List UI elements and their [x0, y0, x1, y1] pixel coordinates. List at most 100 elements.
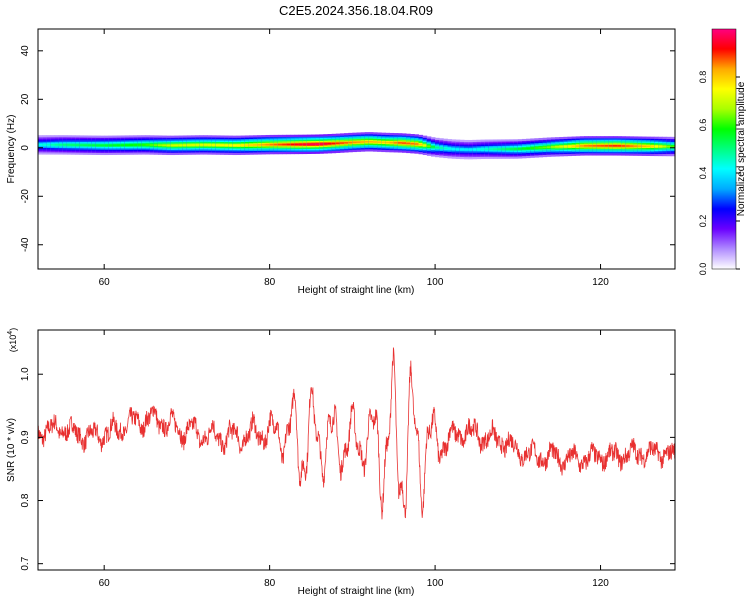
spectrogram-cell — [153, 144, 159, 146]
spectrogram-cell — [579, 145, 585, 147]
spectrogram-cell — [650, 145, 655, 148]
spectrogram-cell — [75, 144, 80, 146]
snr-y-ticks: 0.7 0.8 0.9 1.0 — [20, 367, 675, 571]
x-tick-label: 100 — [427, 277, 444, 288]
spectrogram-cell — [145, 144, 151, 146]
spectrogram-cell — [46, 144, 51, 146]
spectrogram-cell — [228, 144, 233, 147]
spectrogram-cell — [571, 145, 577, 148]
spectrogram-cell — [157, 144, 163, 147]
y-tick-label: 0.9 — [20, 430, 31, 444]
spectrogram-cell — [261, 143, 266, 146]
spectrogram-cell — [608, 145, 614, 147]
spectrogram-cell — [530, 147, 535, 149]
chart-title: C2E5.2024.356.18.04.R09 — [279, 3, 433, 18]
spectrogram-cell — [162, 144, 167, 147]
spectrogram-x-label: Height of straight line (km) — [298, 285, 415, 296]
spectrogram-cell — [91, 144, 97, 147]
spectrogram-cell — [633, 145, 639, 147]
spectrogram-cell — [534, 147, 539, 149]
spectrogram-cell — [414, 143, 419, 145]
spectrogram-cell — [352, 141, 357, 144]
spectrogram-cell — [224, 144, 229, 147]
spectrogram-y-label: Frequency (Hz) — [6, 115, 17, 184]
spectrogram-cell — [435, 146, 440, 149]
y-tick-label: 0 — [20, 145, 31, 151]
y-tick-label: 0.8 — [20, 493, 31, 507]
spectrogram-cell — [658, 145, 663, 148]
snr-panel: 60 80 100 120 0.7 0.8 0.9 1.0 Height of straig… — [6, 328, 676, 597]
spectrogram-cell — [584, 145, 589, 147]
spectrogram-cell — [112, 144, 117, 147]
spectrogram-cell — [356, 141, 362, 144]
spectrogram-cell — [468, 148, 473, 151]
spectrogram-cell — [377, 141, 382, 144]
spectrogram-cell — [79, 144, 84, 146]
spectrogram-cell — [277, 143, 283, 146]
spectrogram-cell — [484, 148, 490, 151]
colorbar-gradient — [711, 28, 737, 270]
spectrogram-cell — [62, 144, 68, 146]
spectrogram-cell — [455, 148, 461, 151]
spectrogram-cell — [199, 144, 204, 146]
spectrogram-cell — [497, 148, 502, 150]
spectrogram-cell — [120, 144, 126, 146]
colorbar-tick-label: 0.8 — [698, 71, 708, 84]
spectrogram-cell — [104, 144, 109, 147]
spectrogram-cell — [509, 148, 515, 150]
spectrogram-cell — [368, 140, 374, 143]
spectrogram-cell — [621, 145, 626, 147]
spectrogram-cell — [588, 145, 593, 147]
snr-x-label: Height of straight line (km) — [298, 586, 415, 597]
spectrogram-cell — [546, 146, 552, 149]
x-tick-label: 60 — [99, 277, 111, 288]
spectrogram-cell — [273, 143, 279, 146]
spectrogram-cell — [625, 145, 630, 147]
spectrogram-cell — [207, 144, 213, 146]
spectrogram-cell — [555, 145, 560, 148]
spectrogram-cell — [521, 147, 527, 150]
spectrogram-cell — [476, 148, 481, 151]
spectrogram-cell — [248, 144, 254, 146]
spectrogram-cell — [517, 148, 523, 150]
spectrogram-cell — [116, 144, 122, 147]
spectrogram-cell — [402, 142, 407, 144]
spectrogram-cell — [100, 144, 105, 147]
spectrogram-cell — [418, 143, 424, 146]
spectrogram-cell — [133, 144, 138, 146]
spectrogram-cell — [447, 147, 453, 150]
x-tick-label: 80 — [264, 578, 276, 589]
colorbar-tick-label: 0.2 — [698, 215, 708, 228]
snr-scale-exp: 4 — [7, 331, 14, 335]
spectrogram-cell — [666, 145, 672, 148]
spectrogram-cell — [410, 142, 415, 145]
spectrogram-cell — [670, 145, 675, 148]
spectrogram-cell — [83, 144, 89, 146]
spectrogram-cell — [335, 142, 341, 145]
spectrogram-cell — [488, 148, 494, 151]
spectrogram-cell — [232, 144, 237, 147]
snr-scale-close: ) — [8, 328, 18, 331]
snr-scale-base: (x10 — [8, 335, 18, 353]
y-tick-label: 1.0 — [20, 367, 31, 381]
spectrogram-cell — [612, 145, 618, 147]
spectrogram-cell — [244, 144, 250, 146]
spectrogram-cell — [654, 145, 659, 148]
spectrogram-cell — [397, 142, 403, 144]
spectrogram-cell — [137, 144, 142, 146]
spectrogram-cell — [95, 144, 101, 147]
snr-y-label: SNR (10 * v/v) — [6, 418, 17, 482]
spectrogram-cell — [182, 144, 188, 146]
y-tick-label: 0.7 — [20, 556, 31, 570]
spectrogram-cell — [641, 145, 647, 148]
spectrogram-cell — [575, 145, 581, 147]
spectrogram-cell — [480, 148, 486, 151]
spectrogram-cell — [265, 143, 271, 146]
spectrogram-cell — [302, 143, 308, 146]
spectrogram-cell — [385, 141, 390, 144]
spectrogram-cell — [38, 144, 43, 146]
y-tick-label: 40 — [20, 45, 31, 57]
snr-series-line — [38, 347, 675, 520]
spectrogram-cell — [559, 145, 564, 148]
